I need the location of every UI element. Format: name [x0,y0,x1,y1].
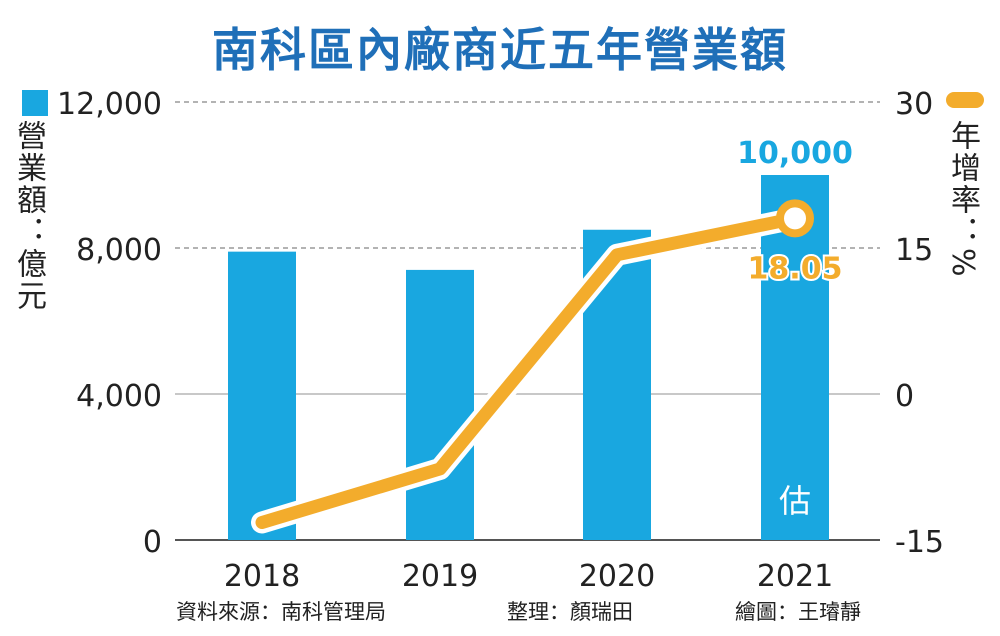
right-tick-label: 30 [895,87,933,122]
estimate-annotation: 估 [779,482,811,520]
x-tick-label: 2020 [579,559,655,594]
x-tick-label: 2019 [402,559,478,594]
line-data-label: 18.05 [748,251,843,286]
bar-legend-swatch [22,90,48,116]
source-credit: 資料來源：南科管理局 [176,600,386,624]
x-tick-label: 2021 [757,559,833,594]
left-tick-label: 4,000 [76,379,162,414]
editor-credit: 整理：顏瑞田 [507,600,633,624]
left-tick-label: 0 [143,525,162,560]
right-tick-label: -15 [895,525,944,560]
chart-title: 南科區內廠商近五年營業額 [212,23,788,77]
illustrator-credit: 繪圖：王璿靜 [735,600,861,624]
x-tick-label: 2018 [224,559,300,594]
left-axis-label: 營業額：億元 [11,120,46,312]
right-tick-label: 15 [895,233,933,268]
growth-line [255,211,802,529]
right-tick-label: 0 [895,379,914,414]
bar-data-label: 10,000 [737,136,853,171]
growth-point-marker [776,199,814,238]
bar [228,251,296,540]
bar [406,269,474,540]
right-axis-label: 年增率：% [945,120,980,279]
line-legend-swatch [946,92,984,108]
left-tick-label: 12,000 [57,87,162,122]
left-tick-label: 8,000 [76,233,162,268]
